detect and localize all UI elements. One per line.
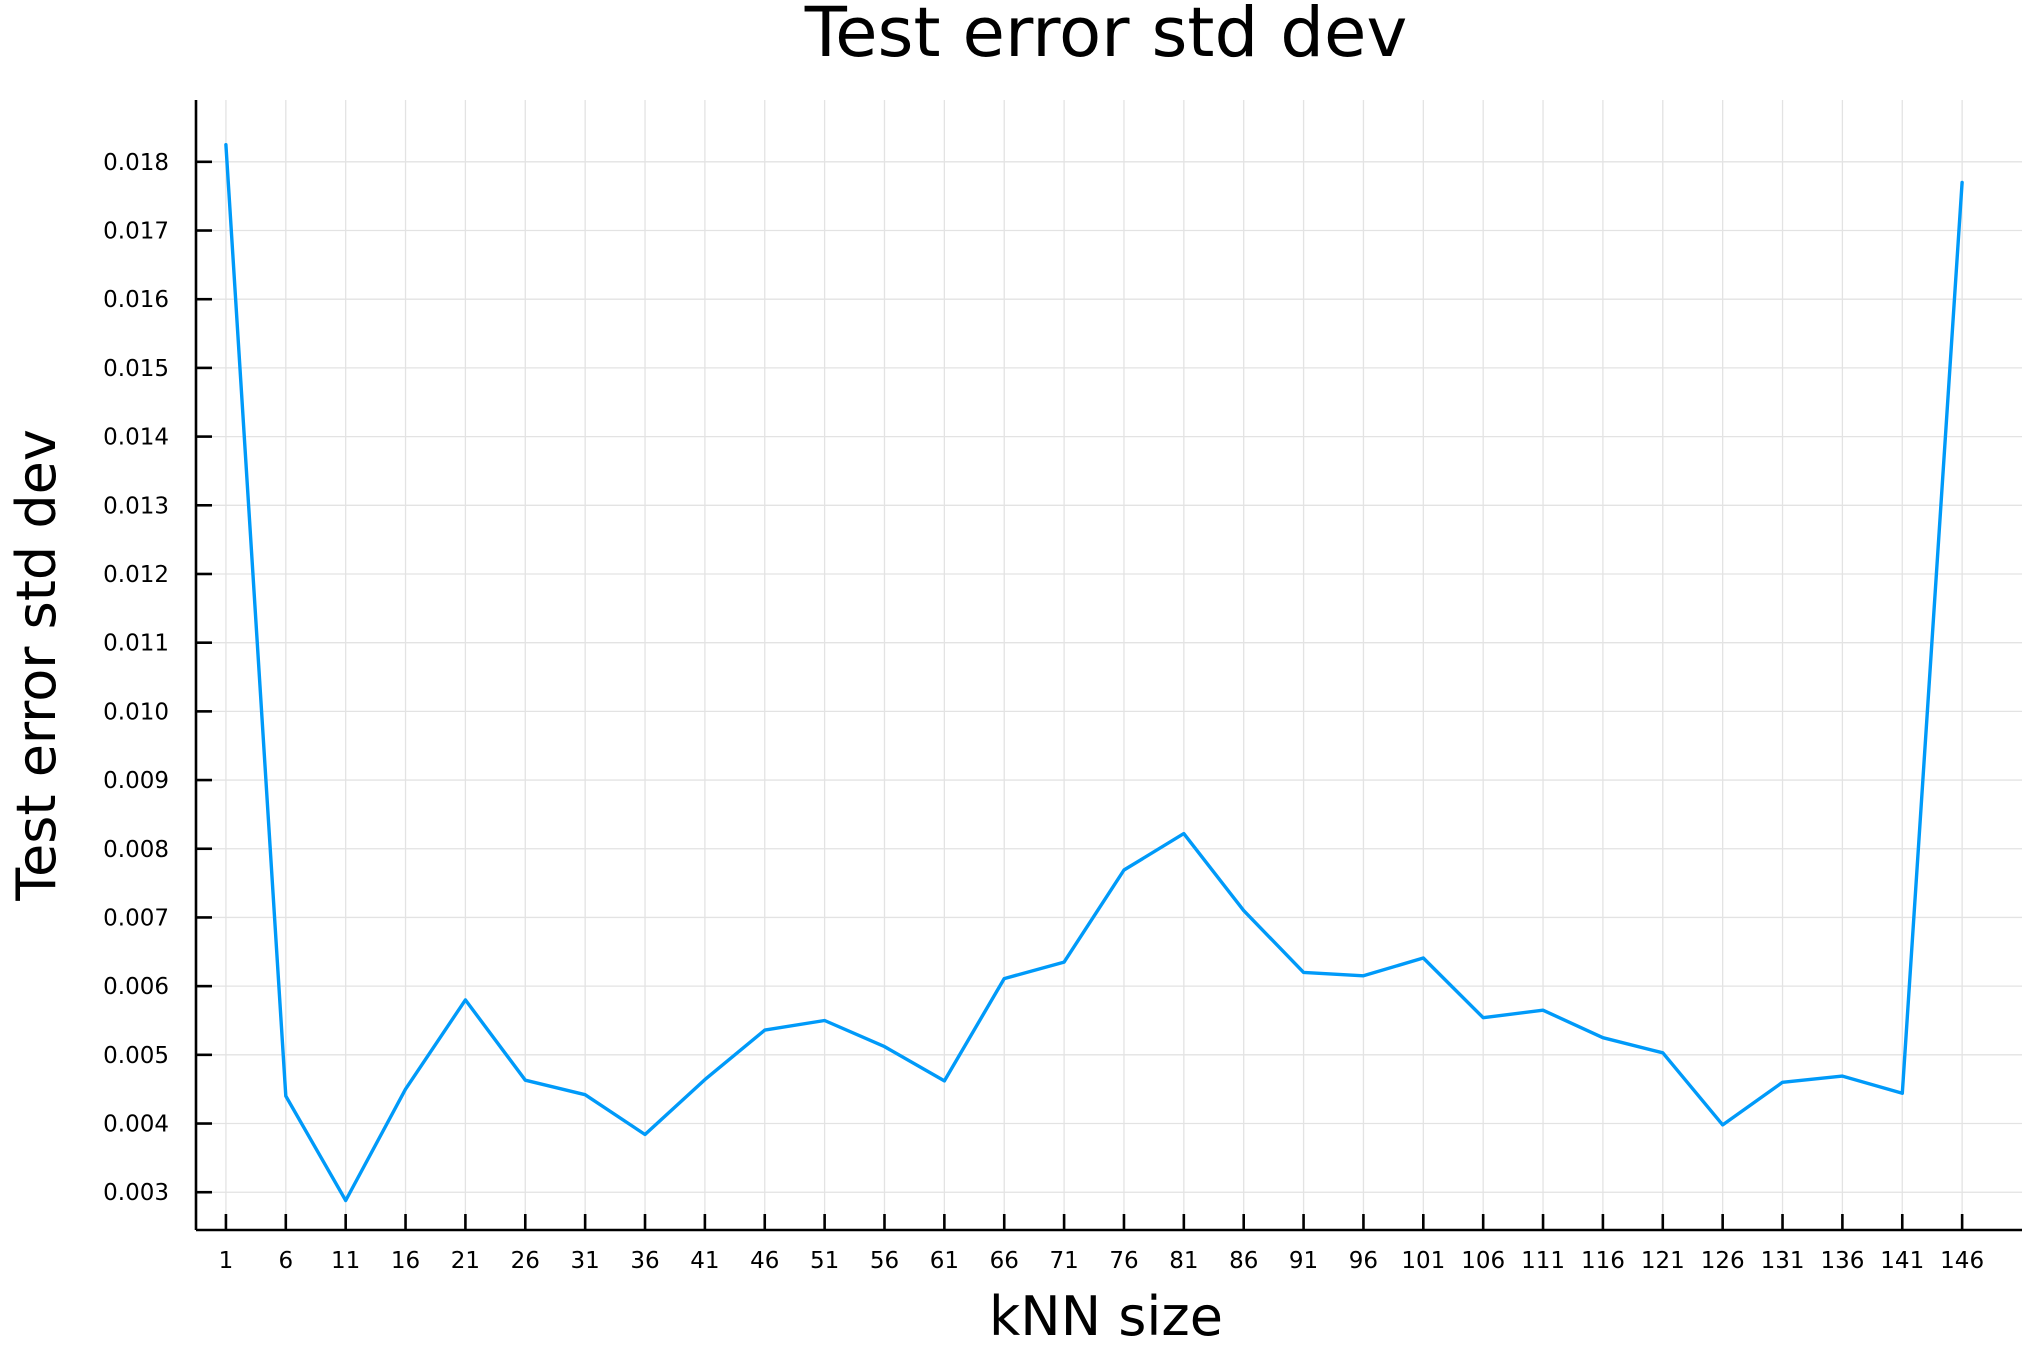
y-tick-label: 0.003 [103, 1180, 169, 1206]
x-tick-label: 121 [1641, 1248, 1685, 1274]
series-line [224, 142, 1964, 1203]
x-tick-label: 126 [1701, 1248, 1745, 1274]
x-tick-label: 71 [1049, 1248, 1078, 1274]
x-tick-label: 86 [1229, 1248, 1258, 1274]
y-tick-label: 0.016 [103, 287, 169, 313]
y-tick-label: 0.015 [103, 356, 169, 382]
x-tick-label: 36 [630, 1248, 659, 1274]
grid [196, 100, 2022, 1230]
x-tick-label: 1 [219, 1248, 234, 1274]
x-tick-label: 146 [1940, 1248, 1984, 1274]
x-tick-label: 81 [1169, 1248, 1198, 1274]
axes [194, 100, 2022, 1232]
y-axis-label: Test error std dev [5, 429, 68, 902]
x-tick-label: 56 [870, 1248, 899, 1274]
x-axis-label: kNN size [989, 1285, 1223, 1348]
x-tick-label: 66 [990, 1248, 1019, 1274]
plot-series [224, 142, 1964, 1203]
x-axis-ticks: 1 6 11 16 21 26 31 36 41 46 51 56 61 66 71 76 81 86 91 96 10… [219, 1214, 1984, 1274]
y-tick-label: 0.018 [103, 150, 169, 176]
x-tick-label: 106 [1461, 1248, 1505, 1274]
x-tick-label: 11 [331, 1248, 360, 1274]
x-tick-label: 116 [1581, 1248, 1625, 1274]
x-tick-label: 41 [690, 1248, 719, 1274]
chart-title: Test error std dev [804, 0, 1408, 73]
x-tick-label: 141 [1880, 1248, 1924, 1274]
x-tick-label: 91 [1289, 1248, 1318, 1274]
x-tick-label: 31 [571, 1248, 600, 1274]
x-tick-label: 51 [810, 1248, 839, 1274]
y-tick-label: 0.017 [103, 219, 169, 245]
y-tick-label: 0.004 [103, 1112, 169, 1138]
y-tick-label: 0.014 [103, 425, 169, 451]
x-tick-label: 21 [451, 1248, 480, 1274]
x-tick-label: 26 [511, 1248, 540, 1274]
x-tick-label: 6 [278, 1248, 293, 1274]
x-tick-label: 61 [930, 1248, 959, 1274]
y-tick-label: 0.007 [103, 905, 169, 931]
y-tick-label: 0.013 [103, 493, 169, 519]
x-tick-label: 16 [391, 1248, 420, 1274]
x-tick-label: 136 [1820, 1248, 1864, 1274]
y-tick-label: 0.008 [103, 837, 169, 863]
y-tick-label: 0.006 [103, 974, 169, 1000]
y-tick-label: 0.011 [103, 631, 169, 657]
x-tick-label: 101 [1401, 1248, 1445, 1274]
y-tick-label: 0.009 [103, 768, 169, 794]
x-tick-label: 111 [1521, 1248, 1565, 1274]
x-tick-label: 46 [750, 1248, 779, 1274]
x-tick-label: 96 [1349, 1248, 1378, 1274]
y-tick-label: 0.005 [103, 1043, 169, 1069]
x-tick-label: 76 [1109, 1248, 1138, 1274]
y-tick-label: 0.012 [103, 562, 169, 588]
x-tick-label: 131 [1761, 1248, 1805, 1274]
y-tick-label: 0.010 [103, 699, 169, 725]
y-axis-ticks: 0.003 0.004 0.005 0.006 0.007 0.008 0.009 0.010… [103, 150, 212, 1206]
